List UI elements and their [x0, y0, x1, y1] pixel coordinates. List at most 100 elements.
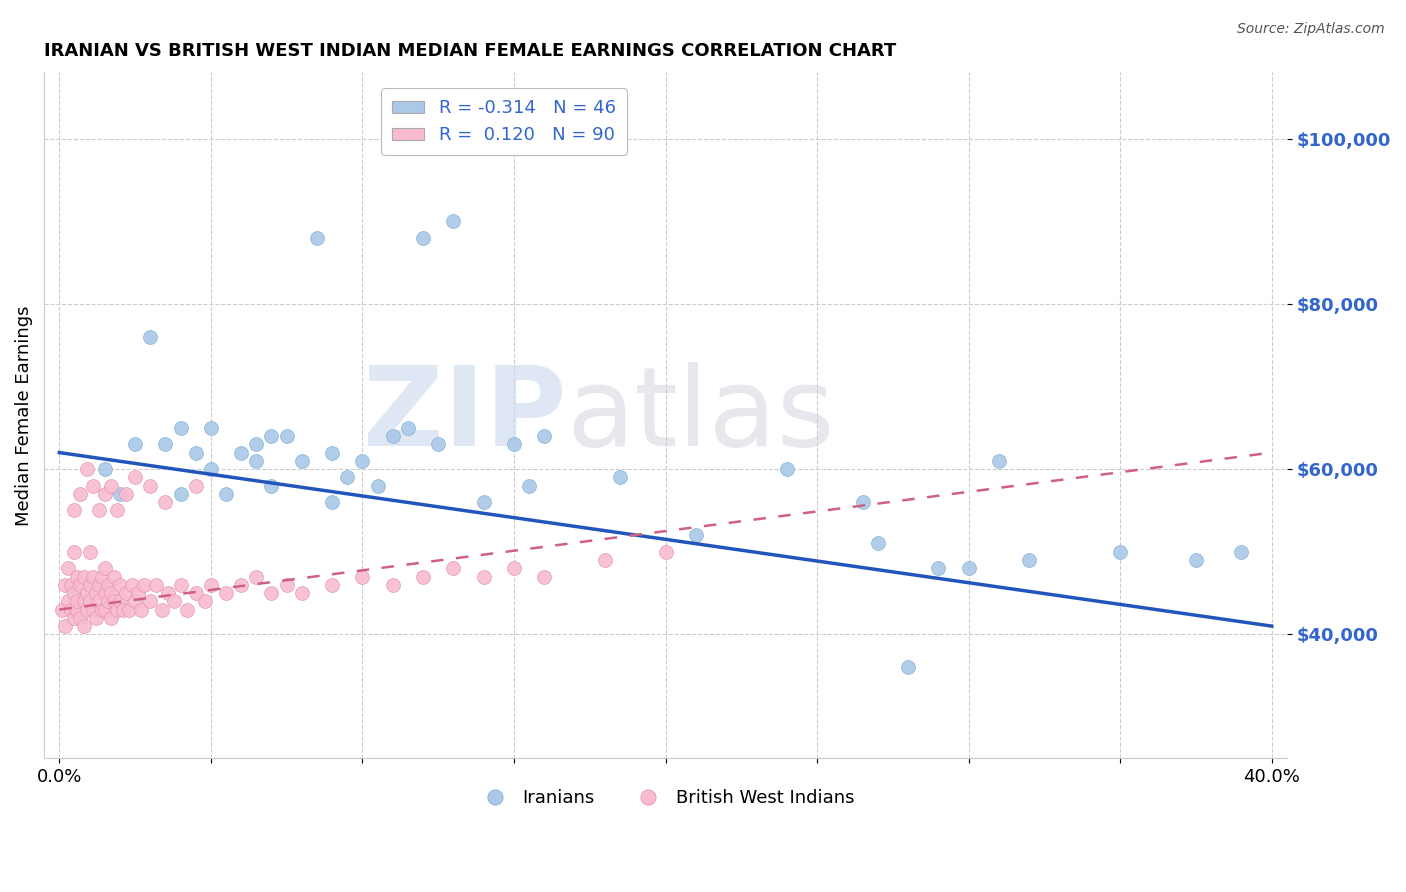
Point	[441, 214, 464, 228]
Point	[79, 545, 101, 559]
Point	[76, 462, 98, 476]
Point	[927, 561, 949, 575]
Point	[184, 586, 207, 600]
Point	[103, 569, 125, 583]
Point	[84, 586, 107, 600]
Point	[776, 462, 799, 476]
Point	[93, 561, 115, 575]
Legend: Iranians, British West Indians: Iranians, British West Indians	[470, 782, 862, 814]
Point	[163, 594, 186, 608]
Point	[593, 553, 616, 567]
Point	[111, 602, 134, 616]
Point	[82, 569, 104, 583]
Point	[63, 503, 86, 517]
Point	[51, 602, 73, 616]
Point	[200, 421, 222, 435]
Point	[352, 454, 374, 468]
Point	[381, 429, 404, 443]
Point	[93, 487, 115, 501]
Point	[124, 437, 146, 451]
Point	[609, 470, 631, 484]
Point	[60, 578, 83, 592]
Point	[169, 487, 191, 501]
Point	[654, 545, 676, 559]
Point	[260, 429, 283, 443]
Point	[245, 569, 267, 583]
Point	[97, 578, 120, 592]
Point	[76, 602, 98, 616]
Point	[124, 594, 146, 608]
Point	[441, 561, 464, 575]
Point	[200, 462, 222, 476]
Point	[60, 602, 83, 616]
Point	[127, 586, 149, 600]
Point	[53, 578, 76, 592]
Point	[215, 586, 238, 600]
Point	[184, 445, 207, 459]
Point	[866, 536, 889, 550]
Point	[72, 569, 94, 583]
Point	[533, 569, 555, 583]
Point	[69, 578, 91, 592]
Point	[108, 594, 131, 608]
Point	[321, 445, 343, 459]
Point	[503, 437, 526, 451]
Point	[72, 594, 94, 608]
Point	[58, 594, 80, 608]
Point	[851, 495, 873, 509]
Point	[118, 602, 141, 616]
Point	[352, 569, 374, 583]
Point	[115, 487, 138, 501]
Point	[139, 330, 162, 344]
Point	[412, 569, 434, 583]
Point	[231, 445, 253, 459]
Point	[100, 478, 122, 492]
Point	[100, 611, 122, 625]
Point	[321, 495, 343, 509]
Point	[53, 619, 76, 633]
Point	[1018, 553, 1040, 567]
Point	[63, 586, 86, 600]
Point	[69, 611, 91, 625]
Point	[276, 578, 298, 592]
Text: IRANIAN VS BRITISH WEST INDIAN MEDIAN FEMALE EARNINGS CORRELATION CHART: IRANIAN VS BRITISH WEST INDIAN MEDIAN FE…	[44, 42, 897, 60]
Text: ZIP: ZIP	[363, 362, 567, 469]
Point	[90, 569, 112, 583]
Point	[87, 503, 110, 517]
Point	[139, 478, 162, 492]
Point	[169, 421, 191, 435]
Point	[103, 594, 125, 608]
Point	[139, 594, 162, 608]
Point	[260, 478, 283, 492]
Point	[987, 454, 1010, 468]
Point	[157, 586, 180, 600]
Point	[305, 230, 328, 244]
Point	[291, 454, 314, 468]
Point	[129, 602, 152, 616]
Point	[105, 503, 128, 517]
Point	[231, 578, 253, 592]
Point	[82, 602, 104, 616]
Point	[105, 602, 128, 616]
Point	[93, 602, 115, 616]
Point	[260, 586, 283, 600]
Point	[215, 487, 238, 501]
Point	[93, 462, 115, 476]
Y-axis label: Median Female Earnings: Median Female Earnings	[15, 305, 32, 525]
Point	[97, 594, 120, 608]
Point	[1185, 553, 1208, 567]
Point	[1109, 545, 1132, 559]
Point	[155, 437, 177, 451]
Point	[245, 454, 267, 468]
Point	[176, 602, 198, 616]
Point	[87, 594, 110, 608]
Point	[897, 660, 920, 674]
Point	[957, 561, 980, 575]
Point	[336, 470, 359, 484]
Point	[100, 586, 122, 600]
Point	[276, 429, 298, 443]
Point	[124, 470, 146, 484]
Point	[194, 594, 217, 608]
Point	[93, 586, 115, 600]
Point	[66, 602, 89, 616]
